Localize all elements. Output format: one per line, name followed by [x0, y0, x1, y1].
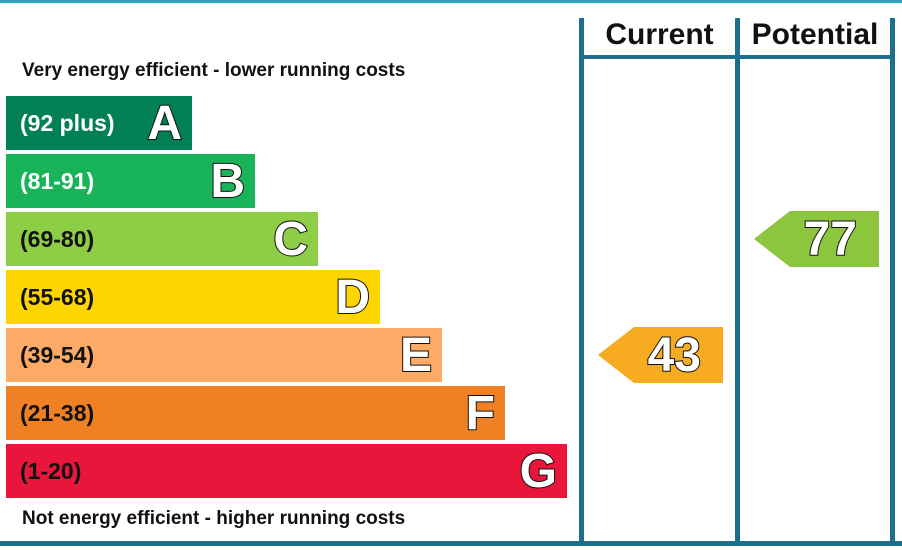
bottom-border-line	[0, 541, 902, 546]
band-range-label: (21-38)	[20, 400, 95, 426]
top-border-line	[0, 0, 902, 3]
potential-column-right-line	[890, 18, 895, 542]
current-column-left-line	[579, 18, 584, 542]
band-f: (21-38) F	[6, 386, 505, 441]
band-letter: F	[465, 386, 496, 441]
header-divider-line	[579, 55, 895, 59]
band-g: (1-20) G	[6, 444, 567, 499]
band-range-label: (39-54)	[20, 342, 95, 368]
band-range-label: (55-68)	[20, 284, 95, 310]
potential-rating-value: 77	[803, 212, 858, 267]
top-caption: Very energy efficient - lower running co…	[22, 60, 406, 81]
potential-column-header: Potential	[751, 18, 879, 51]
band-a: (92 plus) A	[6, 96, 192, 151]
current-rating-arrow: 43	[598, 327, 723, 383]
current-arrow-shape	[598, 327, 723, 383]
current-column-header: Current	[605, 18, 714, 51]
band-range-label: (92 plus)	[20, 110, 115, 136]
band-range-label: (81-91)	[20, 168, 95, 194]
band-d: (55-68) D	[6, 270, 380, 325]
band-letter: G	[519, 444, 558, 499]
band-letter: D	[334, 270, 371, 325]
potential-arrow-shape	[754, 211, 879, 267]
band-range-label: (69-80)	[20, 226, 95, 252]
band-letter: B	[209, 154, 246, 209]
band-e: (39-54) E	[6, 328, 442, 383]
band-letter: E	[399, 328, 433, 383]
current-column-right-line	[735, 18, 740, 542]
band-b: (81-91) B	[6, 154, 255, 209]
band-c: (69-80) C	[6, 212, 318, 267]
band-letter: A	[146, 96, 183, 151]
potential-rating-arrow: 77	[754, 211, 879, 267]
band-letter: C	[272, 212, 309, 267]
current-rating-value: 43	[647, 328, 702, 383]
band-range-label: (1-20)	[20, 458, 82, 484]
bottom-caption: Not energy efficient - higher running co…	[22, 508, 406, 529]
